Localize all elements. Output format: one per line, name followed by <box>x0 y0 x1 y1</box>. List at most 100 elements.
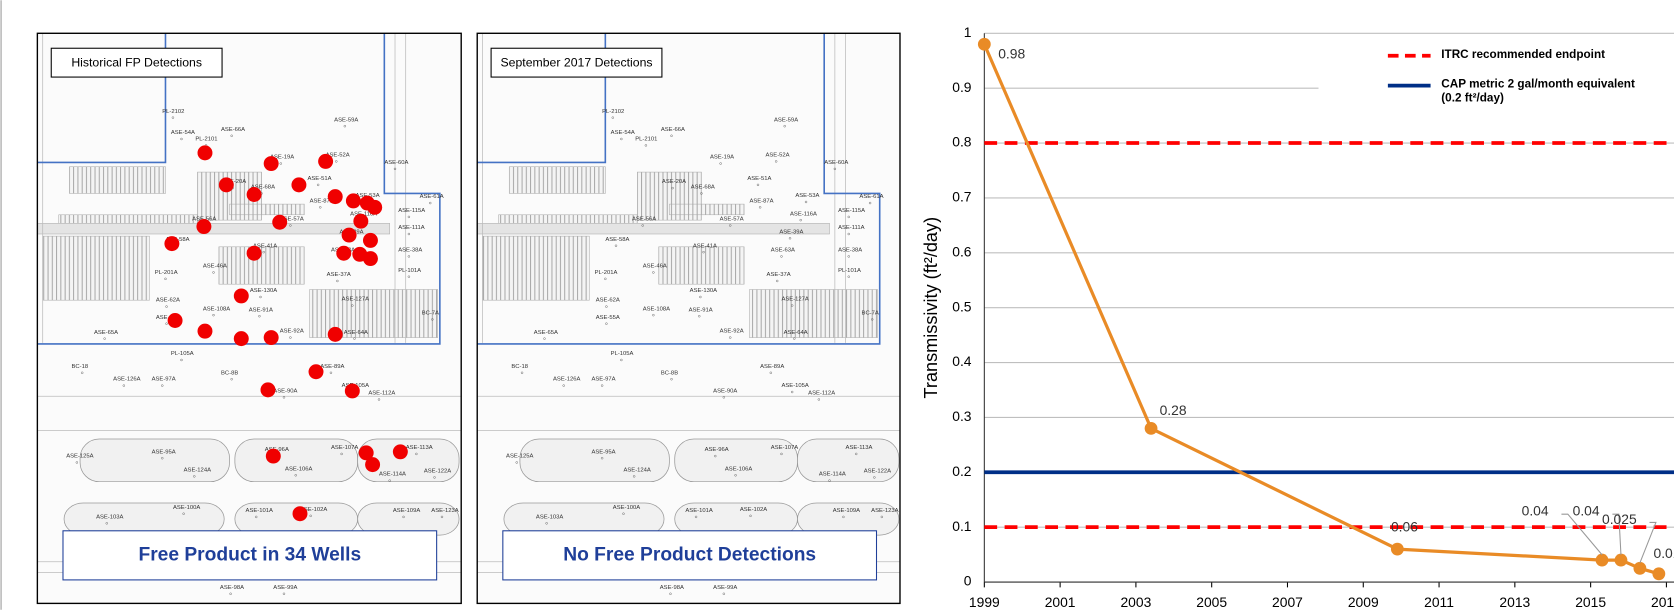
well-label: ASE-61A <box>420 194 444 200</box>
well-label: ASE-91A <box>689 307 713 313</box>
data-point <box>1596 554 1609 567</box>
label-leader <box>1561 514 1602 555</box>
well-label: BC-7A <box>862 311 879 317</box>
data-label: 0.28 <box>1160 402 1187 418</box>
well-label: ASE-101A <box>685 508 712 514</box>
well-label: ASE-65A <box>534 330 558 336</box>
x-tick-label: 2009 <box>1348 594 1379 610</box>
fp-detection <box>393 444 408 459</box>
site-map: PL-2102ASE-54AASE-66APL-2101ASE-59AASE-1… <box>37 33 461 603</box>
well-label: ASE-100A <box>613 505 640 511</box>
fp-detection <box>363 251 378 266</box>
well-label: ASE-87A <box>749 198 773 204</box>
fp-detection <box>363 233 378 248</box>
well-label: ASE-105A <box>781 383 808 389</box>
well-label: PL-2102 <box>162 109 184 115</box>
parking-lot <box>659 247 744 284</box>
well-label: ASE-39A <box>779 229 803 235</box>
fp-detection <box>164 236 179 251</box>
well-label: ASE-64A <box>784 330 808 336</box>
site-map: PL-2102 ASE-54A ASE-66A PL-2101 ASE-59A ASE-1… <box>477 33 901 603</box>
well-label: ASE-37A <box>327 272 351 278</box>
well-label: ASE-60A <box>384 160 408 166</box>
fp-detection <box>219 177 234 192</box>
well-label: ASE-90A <box>273 388 297 394</box>
well-label: ASE-54A <box>611 130 635 136</box>
fp-detection <box>309 364 324 379</box>
well-label: ASE-130A <box>690 288 717 294</box>
apron-island <box>520 439 669 482</box>
well-label: ASE-62A <box>156 298 180 304</box>
data-point <box>1391 543 1404 556</box>
data-label: 0.04 <box>1522 503 1549 519</box>
fp-detection <box>365 457 380 472</box>
x-tick-label: 2001 <box>1045 594 1076 610</box>
well-label: ASE-108A <box>643 306 670 312</box>
well-label: ASE-66A <box>661 127 685 133</box>
y-tick-label: 0.1 <box>952 518 972 534</box>
well-label: ASE-60A <box>824 160 848 166</box>
data-label: 0.06 <box>1391 518 1418 534</box>
series-line <box>984 44 1659 574</box>
well-label: ASE-92A <box>720 329 744 335</box>
x-tick-label: 2013 <box>1499 594 1530 610</box>
well-label: ASE-95A <box>591 449 615 455</box>
y-tick-label: 0.7 <box>952 189 972 205</box>
figure: PL-2102 ASE-54A ASE-66A PL-2101 ASE-59A ASE-1… <box>0 0 1674 610</box>
well-label: ASE-97A <box>591 377 615 383</box>
well-label: ASE-52A <box>765 153 789 159</box>
well-label: ASE-114A <box>379 472 406 478</box>
y-tick-label: 0.5 <box>952 298 972 314</box>
well-label: ASE-122A <box>864 469 891 475</box>
well-label: PL-2102 <box>602 109 624 115</box>
well-label: ASE-106A <box>285 466 312 472</box>
well-label: ASE-59A <box>774 117 798 123</box>
x-tick-label: 2007 <box>1272 594 1303 610</box>
well-label: ASE-51A <box>307 176 331 182</box>
y-tick-label: 1 <box>964 24 972 40</box>
well-label: ASE-103A <box>536 514 563 520</box>
legend-entry-box: CAP metric 2 gal/month equivalent (0.2 f… <box>1441 78 1644 112</box>
well-label: ASE-111A <box>398 225 425 231</box>
apron-island <box>80 439 229 482</box>
well-label: ASE-127A <box>781 297 808 303</box>
map-title: September 2017 Detections <box>500 55 652 69</box>
data-label: 0.04 <box>1573 503 1600 519</box>
well-label: PL-2101 <box>635 137 657 143</box>
y-tick-label: 0.8 <box>952 134 972 150</box>
well-label: ASE-91A <box>249 307 273 313</box>
y-axis-label: Transmissivity (ft²/day) <box>921 217 941 399</box>
well-label: ASE-41A <box>693 243 717 249</box>
well-label: ASE-114A <box>819 472 846 478</box>
y-tick-label: 0.4 <box>952 353 972 369</box>
well-label: PL-101A <box>838 268 861 274</box>
fp-detection <box>346 193 361 208</box>
page: PL-2102 ASE-54A ASE-66A PL-2101 ASE-59A ASE-1… <box>0 0 1674 615</box>
well-label: ASE-113A <box>846 445 873 451</box>
fp-detection <box>198 324 213 339</box>
well-label: ASE-37A <box>767 272 791 278</box>
fp-detection <box>328 189 343 204</box>
well-label: ASE-63A <box>771 248 795 254</box>
fp-detection <box>264 156 279 171</box>
well-label: ASE-125A <box>506 454 533 460</box>
well-label: ASE-65A <box>94 330 118 336</box>
terminal-band <box>477 223 829 234</box>
well-label: ASE-123A <box>871 508 898 514</box>
well-label: ASE-116A <box>790 211 817 217</box>
well-label: ASE-109A <box>393 508 420 514</box>
well-label: ASE-99A <box>273 585 297 591</box>
well-label: BC-18 <box>72 364 89 370</box>
well-label: ASE-89A <box>760 364 784 370</box>
parking-lot <box>230 204 305 215</box>
terminal-band <box>37 223 389 234</box>
y-tick-label: 0 <box>964 573 972 589</box>
well-label: ASE-126A <box>113 377 140 383</box>
data-point <box>1615 554 1628 567</box>
parking-lot <box>69 167 165 194</box>
well-label: ASE-107A <box>771 445 798 451</box>
well-label: PL-201A <box>155 270 178 276</box>
parking-lot <box>509 167 605 194</box>
fp-detection <box>264 330 279 345</box>
fp-detection <box>196 219 211 234</box>
